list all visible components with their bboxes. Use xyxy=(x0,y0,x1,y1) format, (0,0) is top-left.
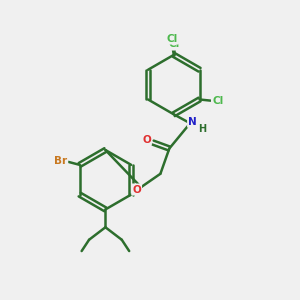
Text: Cl: Cl xyxy=(212,96,223,106)
Text: Cl: Cl xyxy=(168,40,179,50)
Text: O: O xyxy=(132,184,141,194)
Text: O: O xyxy=(142,135,151,145)
Text: Cl: Cl xyxy=(167,34,178,44)
Text: N: N xyxy=(188,117,197,127)
Text: H: H xyxy=(199,124,207,134)
Text: Br: Br xyxy=(54,156,67,166)
